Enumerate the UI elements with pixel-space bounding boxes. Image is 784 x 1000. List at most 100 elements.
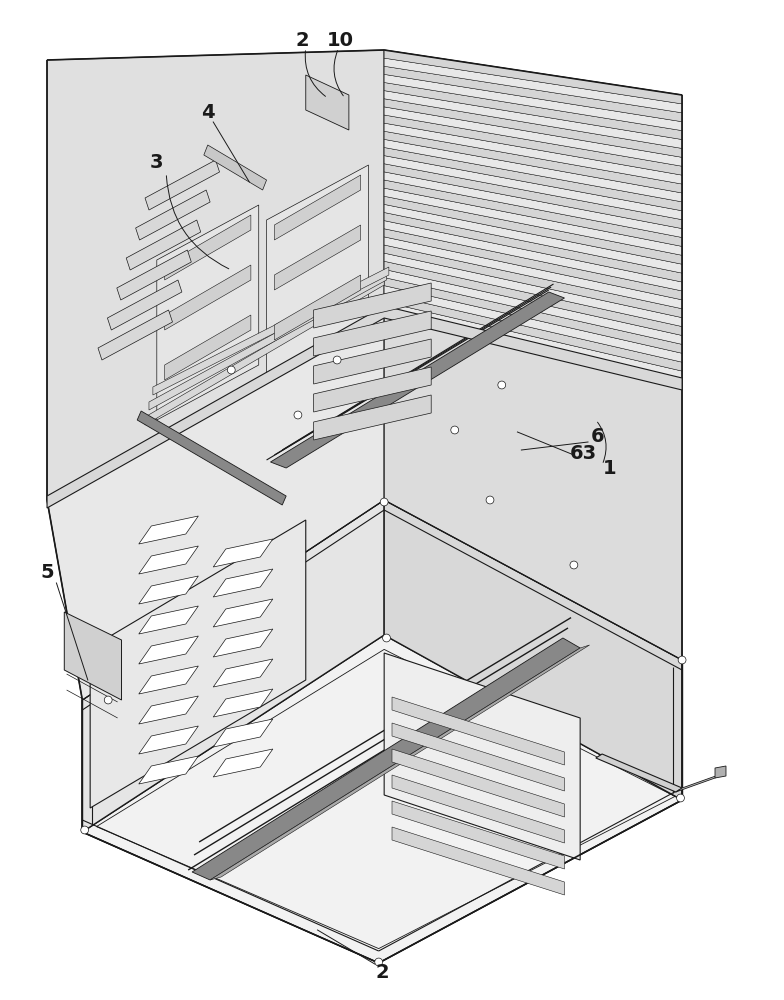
Polygon shape (314, 283, 431, 328)
Polygon shape (314, 395, 431, 440)
Polygon shape (139, 576, 198, 604)
Polygon shape (384, 180, 682, 246)
Polygon shape (274, 275, 361, 340)
Polygon shape (139, 666, 198, 694)
Circle shape (678, 656, 686, 664)
Polygon shape (384, 50, 682, 380)
Polygon shape (157, 205, 259, 420)
Circle shape (451, 426, 459, 434)
Polygon shape (596, 754, 682, 792)
Polygon shape (145, 277, 384, 425)
Polygon shape (47, 310, 384, 700)
Polygon shape (715, 766, 726, 778)
Polygon shape (384, 294, 682, 371)
Polygon shape (384, 253, 682, 327)
Polygon shape (139, 606, 198, 634)
Polygon shape (64, 612, 122, 700)
Polygon shape (384, 156, 682, 220)
Polygon shape (149, 272, 387, 410)
Polygon shape (107, 280, 182, 330)
Text: 5: 5 (40, 562, 54, 581)
Polygon shape (384, 188, 682, 255)
Polygon shape (384, 74, 682, 131)
Polygon shape (213, 599, 273, 627)
Polygon shape (137, 411, 286, 505)
Polygon shape (384, 221, 682, 291)
Text: 2: 2 (376, 962, 390, 981)
Polygon shape (384, 245, 682, 318)
Circle shape (294, 411, 302, 419)
Polygon shape (384, 99, 682, 157)
Circle shape (486, 496, 494, 504)
Polygon shape (153, 267, 389, 395)
Polygon shape (204, 145, 267, 190)
Polygon shape (384, 131, 682, 193)
Polygon shape (314, 311, 431, 356)
Polygon shape (213, 539, 273, 567)
Polygon shape (213, 689, 273, 717)
Polygon shape (47, 306, 682, 508)
Polygon shape (306, 75, 349, 130)
Polygon shape (98, 310, 172, 360)
Polygon shape (384, 107, 682, 166)
Polygon shape (384, 229, 682, 300)
Polygon shape (384, 286, 682, 362)
Text: 10: 10 (327, 30, 354, 49)
Polygon shape (384, 204, 682, 273)
Polygon shape (384, 261, 682, 335)
Polygon shape (139, 696, 198, 724)
Polygon shape (139, 726, 198, 754)
Circle shape (498, 381, 506, 389)
Polygon shape (384, 58, 682, 113)
Polygon shape (126, 220, 201, 270)
Circle shape (570, 561, 578, 569)
Polygon shape (270, 292, 564, 468)
Polygon shape (117, 250, 191, 300)
Circle shape (81, 826, 89, 834)
Polygon shape (82, 635, 682, 963)
Text: 3: 3 (150, 152, 164, 172)
Circle shape (375, 958, 383, 966)
Polygon shape (384, 277, 682, 353)
Polygon shape (213, 569, 273, 597)
Circle shape (383, 634, 390, 642)
Polygon shape (165, 215, 251, 280)
Polygon shape (139, 756, 198, 784)
Polygon shape (145, 160, 220, 210)
Polygon shape (384, 147, 682, 211)
Polygon shape (165, 315, 251, 380)
Polygon shape (90, 520, 306, 808)
Polygon shape (139, 516, 198, 544)
Polygon shape (392, 723, 564, 791)
Polygon shape (210, 645, 590, 880)
Polygon shape (274, 225, 361, 290)
Polygon shape (384, 83, 682, 140)
Text: 4: 4 (201, 103, 215, 121)
Polygon shape (139, 546, 198, 574)
Circle shape (380, 498, 388, 506)
Polygon shape (384, 196, 682, 264)
Polygon shape (384, 139, 682, 202)
Polygon shape (392, 801, 564, 869)
Polygon shape (314, 367, 431, 412)
Polygon shape (165, 265, 251, 330)
Polygon shape (676, 774, 721, 792)
Circle shape (333, 356, 341, 364)
Polygon shape (47, 50, 384, 500)
Polygon shape (136, 190, 210, 240)
Polygon shape (384, 500, 682, 800)
Circle shape (677, 794, 684, 802)
Circle shape (227, 366, 235, 374)
Polygon shape (384, 164, 682, 229)
Polygon shape (384, 123, 682, 184)
Polygon shape (139, 636, 198, 664)
Polygon shape (267, 165, 368, 380)
Polygon shape (384, 653, 580, 860)
Polygon shape (384, 50, 682, 104)
Polygon shape (213, 749, 273, 777)
Text: 1: 1 (603, 458, 617, 478)
Polygon shape (392, 827, 564, 895)
Polygon shape (384, 172, 682, 237)
Polygon shape (82, 500, 384, 832)
Text: 63: 63 (570, 444, 597, 463)
